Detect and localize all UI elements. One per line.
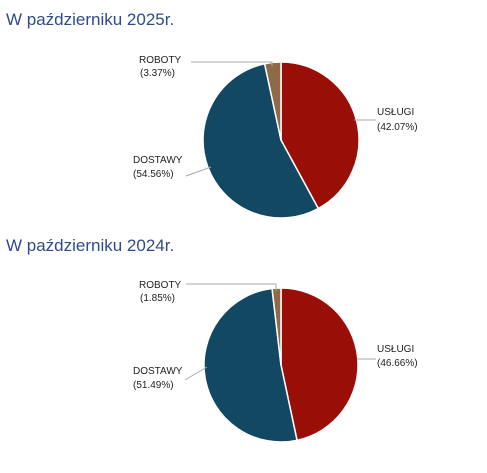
percent-roboty-2025: (3.37%) [140,68,175,79]
labels-2024: ROBOTY (1.85%) USŁUGI (46.66%) DOSTAWY (… [133,280,418,391]
slice-roboty-2024 [271,287,282,366]
slice-dostawy-2024 [203,287,298,443]
label-dostawy-2024: DOSTAWY [133,366,183,377]
leader-line-roboty-2025 [191,61,273,66]
label-roboty-2025: ROBOTY [139,55,182,66]
label-roboty-2024: ROBOTY [139,280,182,291]
slices-2024 [203,287,359,443]
slice-uslugi-2024 [280,287,359,442]
percent-dostawy-2024: (51.49%) [133,380,174,391]
leader-line-roboty-2024 [186,283,277,291]
labels-2025: ROBOTY (3.37%) USŁUGI (42.07%) DOSTAWY (… [133,55,418,180]
pie-chart-2024: ROBOTY (1.85%) USŁUGI (46.66%) DOSTAWY (… [133,280,418,443]
leader-line-dostawy-2024 [184,366,208,381]
slice-roboty-2025 [263,61,282,141]
slice-uslugi-2025 [280,61,360,210]
leaders-2024 [184,283,376,381]
label-uslugi-2025: USŁUGI [377,107,414,118]
chart-section-2024: W październiku 2024r. ROBOTY (1.85%) USŁ… [0,236,487,461]
slices-2025 [202,61,360,219]
chart-section-2025: W październiku 2025r. ROBOTY (3.37%) USŁ… [0,10,487,225]
leaders-2025 [185,61,376,177]
label-uslugi-2024: USŁUGI [377,344,414,355]
label-dostawy-2025: DOSTAWY [133,155,183,166]
slice-dostawy-2025 [202,62,320,219]
percent-uslugi-2024: (46.66%) [377,358,418,369]
pie-chart-2025: ROBOTY (3.37%) USŁUGI (42.07%) DOSTAWY (… [133,55,418,219]
leader-line-dostawy-2025 [185,166,212,177]
percent-uslugi-2025: (42.07%) [377,122,418,133]
percent-roboty-2024: (1.85%) [140,293,175,304]
percent-dostawy-2025: (54.56%) [133,169,174,180]
section-title-2024: W październiku 2024r. [6,236,175,255]
section-title-2025: W październiku 2025r. [6,10,175,29]
